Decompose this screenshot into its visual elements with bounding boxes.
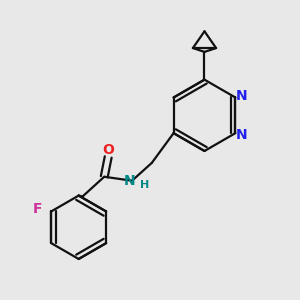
Text: F: F <box>33 202 42 216</box>
Text: N: N <box>124 174 136 188</box>
Text: N: N <box>236 88 247 103</box>
Text: H: H <box>140 180 149 190</box>
Text: O: O <box>102 143 114 157</box>
Text: N: N <box>236 128 247 142</box>
